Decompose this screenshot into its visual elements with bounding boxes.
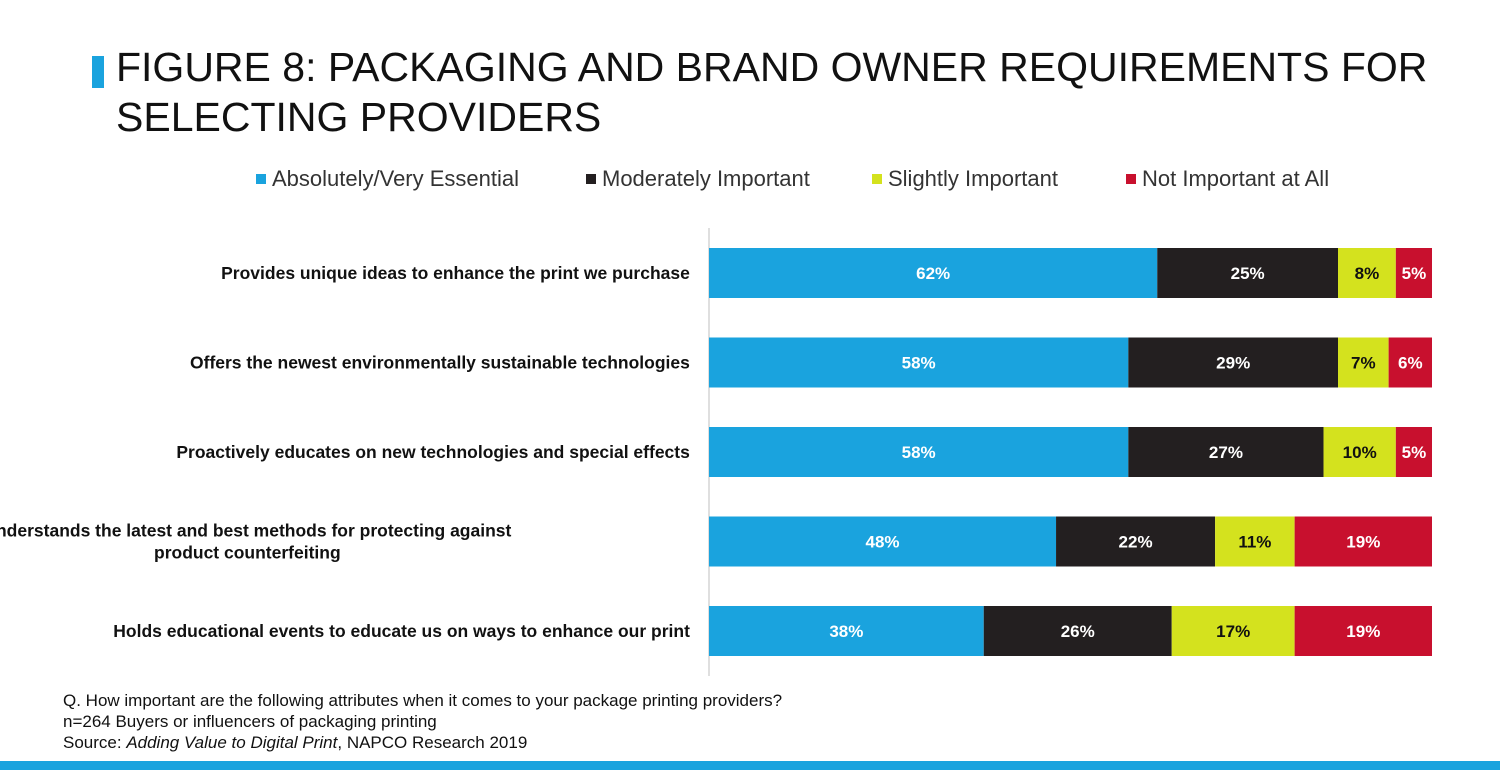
bar-segment bbox=[1215, 516, 1295, 567]
bar-segment bbox=[1395, 248, 1432, 298]
bar-segment bbox=[1128, 337, 1339, 388]
bar-segment bbox=[709, 606, 984, 656]
legend-item-moderately: Moderately Important bbox=[586, 164, 810, 194]
data-label: 58% bbox=[902, 443, 936, 462]
data-label: 7% bbox=[1351, 354, 1376, 373]
category-label: Provides unique ideas to enhance the pri… bbox=[221, 263, 690, 283]
data-label: 11% bbox=[1238, 533, 1271, 552]
data-label: 25% bbox=[1231, 264, 1265, 283]
bar-segment bbox=[1056, 516, 1216, 567]
data-label: 5% bbox=[1402, 443, 1427, 462]
legend-swatch-slightly bbox=[872, 174, 882, 184]
legend-swatch-moderately bbox=[586, 174, 596, 184]
bar-segment bbox=[1338, 248, 1396, 298]
data-label: 19% bbox=[1346, 533, 1380, 552]
legend-label-not-important: Not Important at All bbox=[1142, 166, 1330, 191]
title-marker bbox=[92, 56, 104, 88]
data-label: 29% bbox=[1216, 354, 1250, 373]
legend-label-slightly: Slightly Important bbox=[888, 166, 1058, 191]
legend-item-not-important: Not Important at All bbox=[1126, 164, 1329, 194]
data-label: 5% bbox=[1402, 264, 1427, 283]
bar-segment bbox=[1171, 606, 1295, 656]
data-label: 38% bbox=[829, 622, 863, 641]
legend-swatch-essential bbox=[256, 174, 266, 184]
bar-segment bbox=[1128, 427, 1324, 477]
chart-legend: Absolutely/Very Essential Moderately Imp… bbox=[0, 164, 1500, 194]
data-label: 22% bbox=[1119, 533, 1153, 552]
data-label: 26% bbox=[1061, 622, 1095, 641]
legend-label-moderately: Moderately Important bbox=[602, 166, 810, 191]
source-line: Source: Adding Value to Digital Print, N… bbox=[63, 732, 782, 753]
figure-title: FIGURE 8: PACKAGING AND BRAND OWNER REQU… bbox=[116, 44, 1428, 140]
figure-notes: Q. How important are the following attri… bbox=[63, 690, 782, 753]
source-suffix: , NAPCO Research 2019 bbox=[337, 733, 528, 752]
bar-segment bbox=[1338, 337, 1389, 388]
category-label: Proactively educates on new technologies… bbox=[176, 442, 690, 462]
bottom-accent-bar bbox=[0, 761, 1500, 770]
stacked-bar-chart: Provides unique ideas to enhance the pri… bbox=[0, 228, 1432, 676]
source-prefix: Source: bbox=[63, 733, 127, 752]
data-label: 48% bbox=[866, 533, 900, 552]
bar-segment bbox=[709, 427, 1129, 477]
data-label: 58% bbox=[902, 354, 936, 373]
bar-segment bbox=[709, 337, 1129, 388]
legend-item-slightly: Slightly Important bbox=[872, 164, 1058, 194]
legend-item-essential: Absolutely/Very Essential bbox=[256, 164, 519, 194]
data-label: 19% bbox=[1346, 622, 1380, 641]
bar-segment bbox=[1294, 516, 1432, 567]
bar-segment bbox=[709, 248, 1158, 298]
data-label: 6% bbox=[1398, 354, 1423, 373]
sample-size: n=264 Buyers or influencers of packaging… bbox=[63, 712, 437, 731]
data-label: 62% bbox=[916, 264, 950, 283]
legend-label-essential: Absolutely/Very Essential bbox=[272, 166, 520, 191]
bar-segment bbox=[1395, 427, 1432, 477]
category-label: Offers the newest environmentally sustai… bbox=[190, 353, 690, 373]
data-label: 17% bbox=[1216, 622, 1250, 641]
bar-segment bbox=[983, 606, 1172, 656]
bar-segment bbox=[709, 516, 1057, 567]
legend-swatch-not-important bbox=[1126, 174, 1136, 184]
bar-segment bbox=[1157, 248, 1339, 298]
survey-question: Q. How important are the following attri… bbox=[63, 691, 783, 710]
data-label: 27% bbox=[1209, 443, 1243, 462]
bar-segment bbox=[1294, 606, 1432, 656]
bar-segment bbox=[1388, 337, 1432, 388]
data-label: 10% bbox=[1343, 443, 1377, 462]
category-label: Understands the latest and best methods … bbox=[0, 521, 511, 563]
bar-segment bbox=[1323, 427, 1396, 477]
data-label: 8% bbox=[1355, 264, 1380, 283]
source-title: Adding Value to Digital Print bbox=[126, 733, 338, 752]
category-label: Holds educational events to educate us o… bbox=[113, 621, 690, 641]
